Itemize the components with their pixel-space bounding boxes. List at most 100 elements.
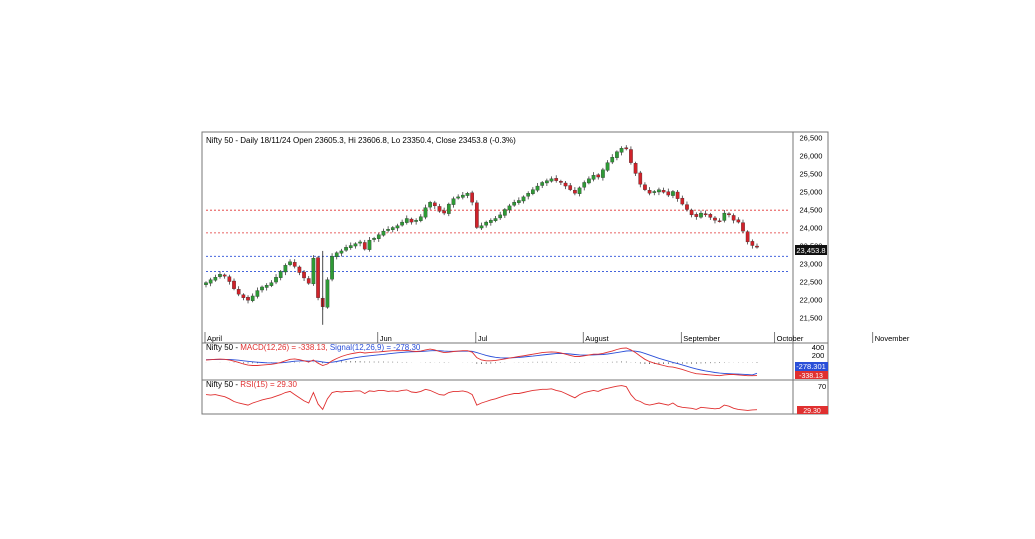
candle <box>680 195 685 206</box>
candle <box>531 187 535 196</box>
candle <box>236 286 241 297</box>
candle <box>381 228 386 237</box>
candle <box>507 203 512 214</box>
candle <box>409 217 414 225</box>
candle <box>264 283 269 291</box>
candle <box>619 146 624 156</box>
candle <box>432 200 437 209</box>
rsi-tick-70: 70 <box>818 382 826 391</box>
candle <box>297 265 302 276</box>
candle <box>292 259 297 269</box>
candle <box>260 285 264 293</box>
candle <box>540 181 545 189</box>
price-tick-label: 24,500 <box>800 205 823 214</box>
signal-value-tag: -278.301 <box>795 362 828 371</box>
rsi-legend: Nifty 50 - RSI(15) = 29.30 <box>206 380 297 389</box>
candle <box>713 215 717 224</box>
candle <box>549 176 554 183</box>
candle <box>573 187 577 196</box>
candle <box>302 270 306 282</box>
candle <box>554 175 559 183</box>
candle <box>418 214 423 223</box>
candle <box>479 222 484 231</box>
candle <box>353 242 358 249</box>
candle <box>208 277 213 287</box>
candle <box>629 146 633 165</box>
price-tick-label: 24,000 <box>800 223 823 232</box>
candle <box>362 239 367 251</box>
signal-tag-value: -278.301 <box>796 362 826 371</box>
price-tick-label: 26,500 <box>800 133 823 142</box>
candle <box>316 256 320 301</box>
month-label: April <box>207 334 222 343</box>
candle <box>274 274 278 285</box>
candle <box>717 218 722 223</box>
candle <box>610 154 615 165</box>
candle <box>671 190 675 199</box>
candle <box>358 239 362 247</box>
month-label: Jul <box>478 334 488 343</box>
candle <box>750 239 755 249</box>
candle <box>204 281 208 288</box>
candle <box>283 263 288 276</box>
candle <box>376 232 381 242</box>
candle <box>521 195 526 204</box>
candle <box>218 271 222 279</box>
candle <box>330 253 334 282</box>
candle <box>638 170 643 188</box>
rsi-line <box>205 385 758 411</box>
candle <box>334 251 339 260</box>
macd-prefix: Nifty 50 - <box>206 343 240 352</box>
candle <box>596 173 601 180</box>
candle <box>643 182 647 192</box>
candle <box>512 199 517 207</box>
last-price-tag: 23,453.8 <box>795 245 827 255</box>
month-label: August <box>585 334 609 343</box>
candle <box>666 188 671 198</box>
candle <box>657 187 661 196</box>
price-axis: 26,50026,00025,50025,00024,50024,00023,5… <box>800 133 823 322</box>
candle <box>222 273 227 279</box>
rsi-value-tag: 29.30 <box>797 406 828 415</box>
candle <box>372 236 376 243</box>
month-label: Jun <box>380 334 392 343</box>
price-tick-label: 25,000 <box>800 187 823 196</box>
horizontal-levels <box>206 209 790 272</box>
candle <box>741 219 745 234</box>
candle <box>699 210 703 219</box>
candle <box>400 219 404 227</box>
macd-tick-200: 200 <box>812 351 825 360</box>
candle <box>745 230 750 245</box>
candle <box>694 212 699 220</box>
price-tick-label: 22,000 <box>800 296 823 305</box>
month-label: November <box>875 334 910 343</box>
candle <box>587 176 591 185</box>
candle <box>601 167 605 181</box>
candle <box>727 212 731 218</box>
macd-legend: Nifty 50 - MACD(12,26) = -338.13, Signal… <box>206 343 421 352</box>
candle <box>250 293 255 303</box>
candle <box>255 287 260 299</box>
candle <box>652 190 657 196</box>
candle <box>278 270 283 281</box>
candle <box>386 226 390 233</box>
price-tick-label: 25,500 <box>800 169 823 178</box>
last-price-value: 23,453.8 <box>796 246 825 255</box>
candle <box>414 218 418 225</box>
candle <box>232 278 236 291</box>
candle <box>241 293 246 301</box>
candle <box>367 237 372 252</box>
candle <box>460 192 465 200</box>
candle <box>731 213 736 224</box>
candle <box>615 150 619 161</box>
price-header: Nifty 50 - Daily 18/11/24 Open 23605.3, … <box>206 136 516 145</box>
candle <box>708 212 713 220</box>
macd-tag-value: -338.13 <box>799 373 823 380</box>
candle <box>306 275 311 285</box>
candle <box>736 217 741 224</box>
candle <box>451 196 456 208</box>
candle <box>577 186 582 197</box>
candle <box>755 243 759 249</box>
candle <box>269 280 274 288</box>
